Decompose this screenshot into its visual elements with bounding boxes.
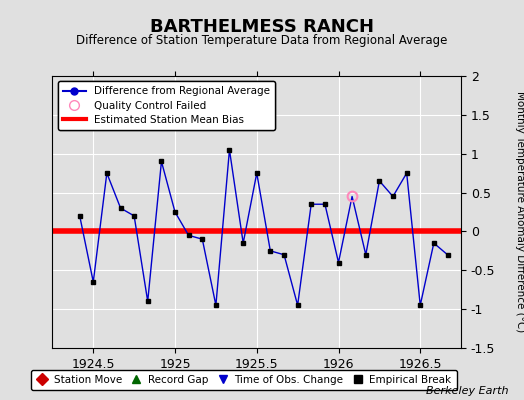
Text: BARTHELMESS RANCH: BARTHELMESS RANCH [150, 18, 374, 36]
Legend: Station Move, Record Gap, Time of Obs. Change, Empirical Break: Station Move, Record Gap, Time of Obs. C… [31, 370, 456, 390]
Legend: Difference from Regional Average, Quality Control Failed, Estimated Station Mean: Difference from Regional Average, Qualit… [58, 81, 275, 130]
Text: Difference of Station Temperature Data from Regional Average: Difference of Station Temperature Data f… [77, 34, 447, 47]
Text: Berkeley Earth: Berkeley Earth [426, 386, 508, 396]
Y-axis label: Monthly Temperature Anomaly Difference (°C): Monthly Temperature Anomaly Difference (… [515, 91, 524, 333]
